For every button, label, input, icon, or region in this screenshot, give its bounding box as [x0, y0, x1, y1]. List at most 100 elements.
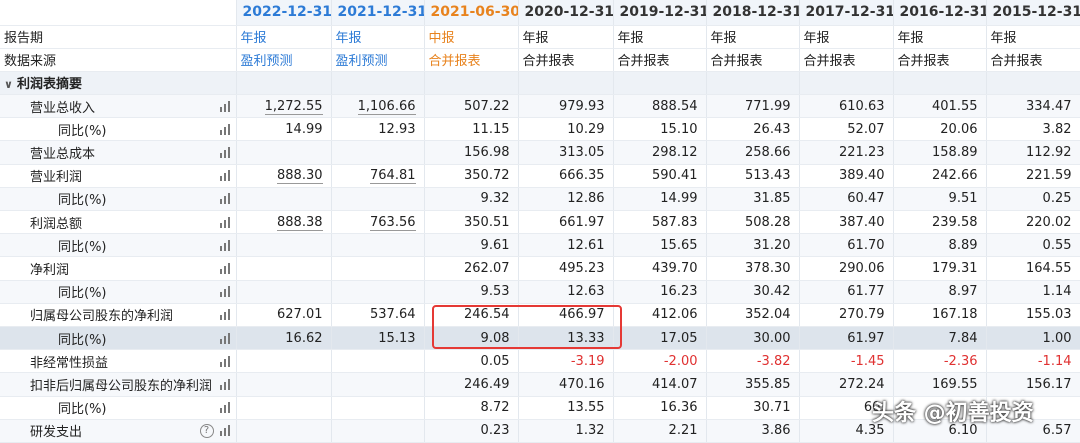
table-row: 利润总额 888.38 763.56 350.51 661.97 587.83 508.28…	[0, 210, 1080, 235]
cell[interactable]: 合并报表	[424, 48, 519, 72]
value-cell: 764.81	[331, 164, 425, 188]
bar-chart-icon[interactable]	[219, 147, 230, 159]
row-icons	[219, 193, 230, 205]
table-row: 归属母公司股东的净利润 627.01 537.64 246.54 466.97 412.0…	[0, 303, 1080, 327]
value-cell: 16.62	[236, 326, 332, 351]
value-cell: 0.23	[424, 419, 519, 443]
value-cell: -1.14	[986, 349, 1080, 374]
help-icon[interactable]: ?	[199, 423, 214, 438]
bar-chart-icon-bar	[227, 147, 230, 159]
value-cell	[331, 372, 425, 397]
bar-chart-icon-bar	[219, 361, 222, 367]
bar-chart-icon[interactable]	[219, 332, 230, 344]
value-text: 9.53	[480, 284, 510, 300]
bar-chart-icon[interactable]	[219, 378, 230, 390]
cell	[613, 71, 707, 96]
value-cell: 334.47	[986, 94, 1080, 119]
bar-chart-icon[interactable]	[219, 239, 230, 251]
bar-chart-icon[interactable]	[219, 170, 230, 182]
row-label: 利润总额	[30, 216, 83, 232]
bar-chart-icon[interactable]	[219, 286, 230, 298]
bar-chart-icon[interactable]	[219, 193, 230, 205]
period-header[interactable]: 2018-12-31	[706, 0, 800, 26]
value-cell: 313.05	[518, 140, 614, 165]
row-icons: ?	[199, 423, 230, 438]
period-header[interactable]: 2020-12-31	[518, 0, 614, 26]
bar-chart-icon[interactable]	[219, 425, 230, 437]
period-header[interactable]: 2015-12-31	[986, 0, 1080, 26]
value-cell: 16.36	[613, 396, 707, 420]
bar-chart-icon-bar	[223, 196, 226, 205]
chevron-down-icon[interactable]: ∨	[4, 78, 13, 92]
value-cell: 112.92	[986, 140, 1080, 165]
value-text: 387.40	[839, 214, 885, 230]
value-cell: 9.32	[424, 187, 519, 212]
value-cell	[236, 140, 332, 165]
value-cell: 12.86	[518, 187, 614, 212]
bar-chart-icon-bar	[223, 358, 226, 367]
value-text: 439.70	[652, 260, 698, 276]
bar-chart-icon[interactable]	[219, 123, 230, 135]
header-row: 2022-12-31 2021-12-31 2021-06-30 2020-12…	[0, 0, 1080, 26]
value-text: 350.72	[464, 168, 510, 184]
value-cell: 9.51	[893, 187, 987, 212]
value-cell: 888.38	[236, 210, 332, 235]
bar-chart-icon-bar	[227, 239, 230, 251]
value-cell: 158.89	[893, 140, 987, 165]
bar-chart-icon-bar	[227, 309, 230, 321]
bar-chart-icon[interactable]	[219, 355, 230, 367]
value-text: 9.51	[948, 191, 978, 207]
row-label-wrap: 同比(%)	[0, 189, 230, 208]
row-icons	[219, 239, 230, 251]
cell[interactable]: 盈利预测	[236, 48, 332, 72]
value-cell: 262.07	[424, 256, 519, 281]
value-cell	[893, 396, 987, 420]
period-header[interactable]: 2022-12-31	[236, 0, 332, 26]
value-cell: 771.99	[706, 94, 800, 119]
value-cell: 414.07	[613, 372, 707, 397]
bar-chart-icon-bar	[219, 431, 222, 437]
bar-chart-icon[interactable]	[219, 216, 230, 228]
value-cell: 8.97	[893, 280, 987, 304]
value-cell: 401.55	[893, 94, 987, 119]
value-cell: 6.57	[986, 419, 1080, 443]
bar-chart-icon-bar	[223, 289, 226, 298]
row-label: 营业总成本	[30, 147, 96, 163]
table-row: 营业总成本 156.98 313.05 298.12 258.66 221.23 158.8…	[0, 140, 1080, 165]
cell: 合并报表	[986, 48, 1080, 72]
table-row: 净利润 262.07 495.23 439.70 378.30 290.06 179.31 1…	[0, 256, 1080, 281]
period-header[interactable]: 2017-12-31	[799, 0, 894, 26]
bar-chart-icon[interactable]	[219, 309, 230, 321]
value-cell: 270.79	[799, 303, 894, 327]
value-text: 61.97	[847, 330, 885, 346]
value-text: 888.38	[277, 214, 323, 231]
bar-chart-icon[interactable]	[219, 402, 230, 414]
row-label: 同比(%)	[58, 286, 107, 302]
value-text: 352.04	[745, 307, 791, 323]
value-text: 8.89	[948, 237, 978, 253]
row-label-cell: 同比(%)	[0, 396, 237, 420]
bar-chart-icon-bar	[223, 126, 226, 135]
bar-chart-icon[interactable]	[219, 100, 230, 112]
value-cell: 60.	[799, 396, 894, 420]
row-label-cell: 归属母公司股东的净利润	[0, 303, 237, 327]
bar-chart-icon[interactable]	[219, 262, 230, 274]
value-text: 590.41	[652, 168, 698, 184]
value-text: 1.32	[575, 423, 605, 439]
period-header[interactable]: 2019-12-31	[613, 0, 707, 26]
header-label-cell	[0, 0, 237, 26]
value-text: 60.	[863, 400, 885, 416]
value-cell: 242.66	[893, 164, 987, 188]
period-header[interactable]: 2021-06-30	[424, 0, 519, 26]
section-header-row[interactable]: ∨ 利润表摘要	[0, 71, 1080, 96]
value-cell: 627.01	[236, 303, 332, 327]
value-cell: 14.99	[236, 117, 332, 142]
value-text: -1.45	[850, 353, 885, 369]
cell: 合并报表	[518, 48, 614, 72]
period-header[interactable]: 2021-12-31	[331, 0, 425, 26]
bar-chart-icon-bar	[227, 355, 230, 367]
period-header[interactable]: 2016-12-31	[893, 0, 987, 26]
section-toggle[interactable]: ∨ 利润表摘要	[0, 71, 237, 96]
cell[interactable]: 盈利预测	[331, 48, 425, 72]
table-row: 同比(%) 9.32 12.86 14.99 31.85 60.47 9.51 0.25	[0, 187, 1080, 212]
